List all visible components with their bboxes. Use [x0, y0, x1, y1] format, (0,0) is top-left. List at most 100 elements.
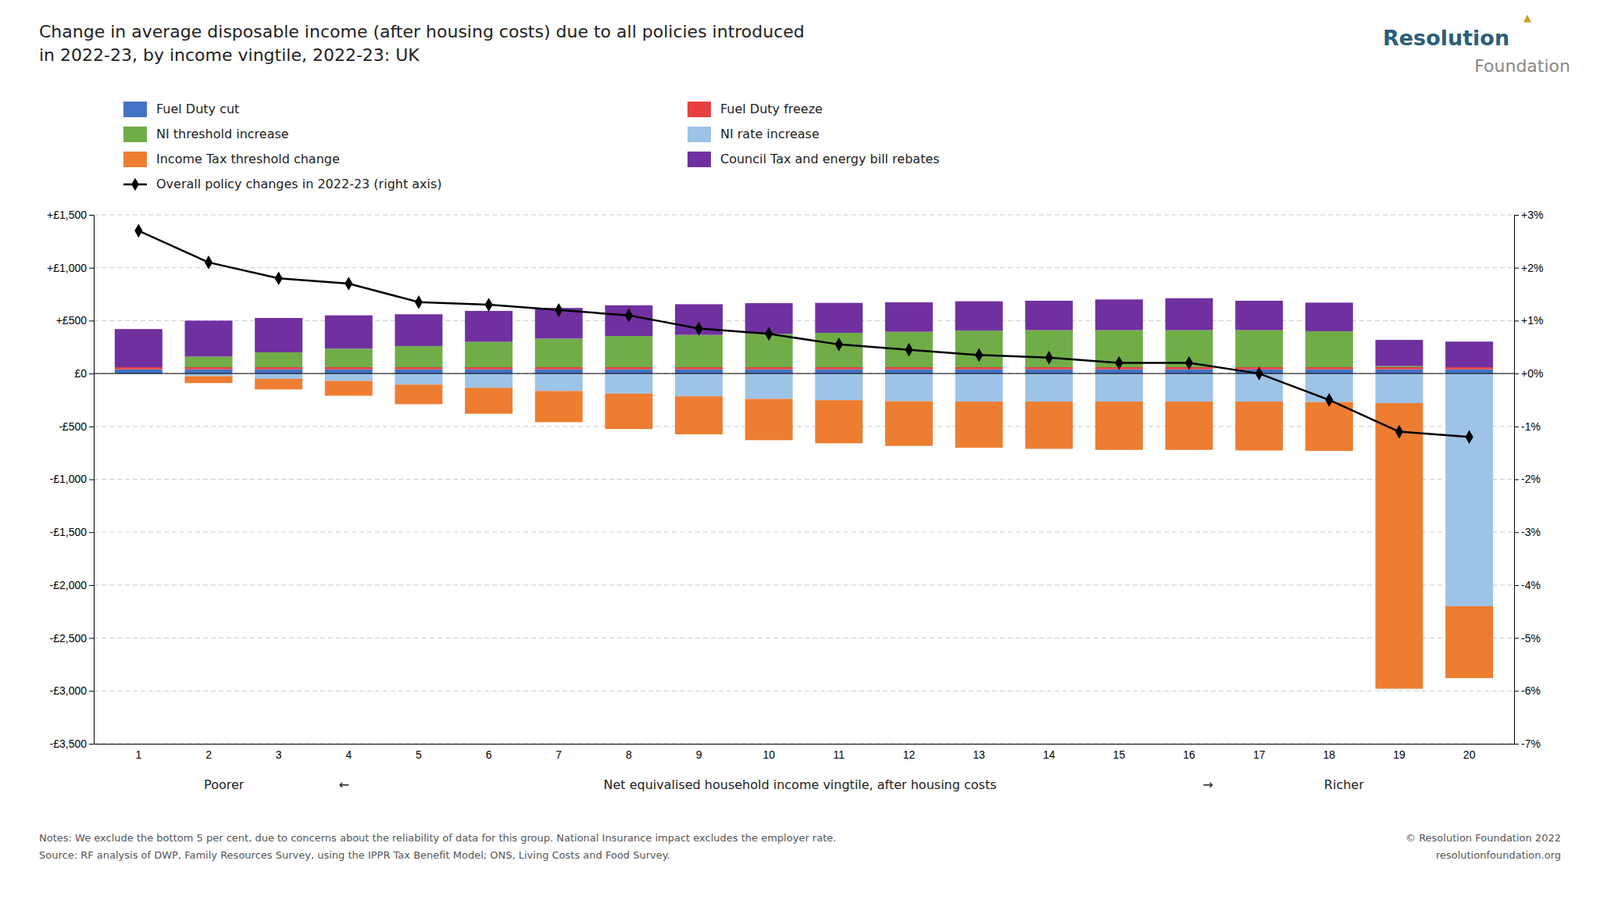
bar [885, 302, 933, 333]
bar [254, 378, 303, 390]
tick-label: -6% [1521, 684, 1541, 697]
bar [254, 367, 303, 370]
tick-mark [89, 690, 94, 692]
tick: 12 [903, 748, 916, 761]
bar [1445, 341, 1493, 368]
bar [1165, 369, 1214, 374]
bar [535, 369, 583, 374]
bar [185, 375, 233, 383]
tick-label: 7 [555, 748, 562, 761]
bar [1025, 401, 1073, 450]
line [138, 230, 1469, 437]
tick-mark [1514, 479, 1519, 481]
logo-text: Foundation [1474, 56, 1571, 76]
bar [325, 348, 373, 368]
bar [675, 373, 723, 397]
legend-swatch [687, 101, 711, 118]
tick-label: 1 [135, 748, 142, 761]
bar [675, 369, 723, 374]
marker [1325, 392, 1333, 408]
tick: 11 [833, 748, 846, 761]
bar-series [114, 298, 1493, 368]
bar [535, 390, 583, 422]
tick: -£1,500 [50, 525, 94, 539]
tick-label: -3% [1521, 525, 1541, 539]
tick: +£500 [56, 314, 94, 327]
marker [204, 255, 213, 270]
tick: 13 [972, 748, 986, 761]
bar [394, 373, 443, 385]
tick-label: 9 [696, 748, 703, 761]
tick: -£2,500 [50, 632, 94, 645]
legend-label: Fuel Duty cut [156, 101, 240, 117]
annotation: ← [339, 777, 350, 793]
tick: +£1,000 [46, 261, 94, 275]
bar [955, 367, 1004, 370]
tick-label: 16 [1182, 748, 1196, 761]
marker [414, 295, 423, 310]
bar [955, 330, 1004, 368]
bar [1375, 366, 1424, 368]
tick: 2 [205, 748, 212, 761]
note: Notes: We exclude the bottom 5 per cent,… [39, 832, 836, 844]
bar [745, 367, 793, 370]
tick-mark [89, 214, 94, 216]
legend-item: Income Tax threshold change [123, 151, 340, 168]
tick: 19 [1392, 748, 1406, 761]
legend-label: Council Tax and energy bill rebates [720, 151, 940, 167]
bar [1235, 300, 1283, 331]
bar [1235, 330, 1283, 368]
bar [325, 369, 373, 374]
tick-mark [89, 585, 94, 586]
tick: 3 [275, 748, 283, 761]
bar [1305, 331, 1354, 368]
tick-label: 6 [485, 748, 493, 761]
annotation: Poorer [203, 777, 245, 793]
legend-label: Fuel Duty freeze [720, 101, 823, 117]
tick: 14 [1042, 748, 1056, 761]
tick-mark [1514, 638, 1519, 640]
bar-series [114, 369, 1493, 374]
tick-label: 5 [415, 748, 422, 761]
legend-swatch [123, 101, 147, 118]
tick: 15 [1113, 748, 1126, 761]
legend-swatch [123, 151, 147, 168]
title: Change in average disposable income (aft… [39, 21, 805, 65]
bar [185, 320, 233, 357]
bar-series [185, 375, 1494, 689]
bar [114, 367, 163, 370]
logo-text: Resolution [1382, 25, 1510, 50]
grid-line [93, 743, 1515, 745]
tick: 6 [485, 748, 493, 761]
bar [1445, 606, 1493, 679]
tick-label: 8 [625, 748, 633, 761]
bar [464, 310, 513, 343]
bar [1095, 299, 1143, 330]
tick-label: +3% [1521, 208, 1543, 222]
tick-label: +£1,000 [46, 261, 87, 275]
tick-label: -£500 [58, 420, 87, 433]
tick-label: -£3,000 [50, 684, 88, 697]
grid-line [93, 267, 1515, 268]
legend-swatch [123, 126, 147, 143]
bar [394, 346, 443, 368]
tick: 4 [345, 748, 352, 761]
tick-label: +2% [1521, 261, 1543, 275]
tick-mark [89, 426, 94, 428]
grid-line [93, 214, 1515, 216]
bar [1445, 373, 1493, 607]
bar [1305, 302, 1354, 332]
tick: 9 [696, 748, 703, 761]
tick-mark [1514, 214, 1519, 216]
grid-line [93, 425, 1515, 427]
tick: -4% [1514, 578, 1541, 592]
bar [604, 393, 653, 429]
grid-line [93, 637, 1515, 639]
tick-label: 18 [1323, 748, 1336, 761]
tick: 18 [1323, 748, 1336, 761]
bar [1095, 373, 1143, 402]
bar-series [114, 367, 1493, 370]
tick: £0 [74, 367, 94, 380]
tick-mark [1514, 743, 1519, 745]
bar [1305, 369, 1354, 374]
